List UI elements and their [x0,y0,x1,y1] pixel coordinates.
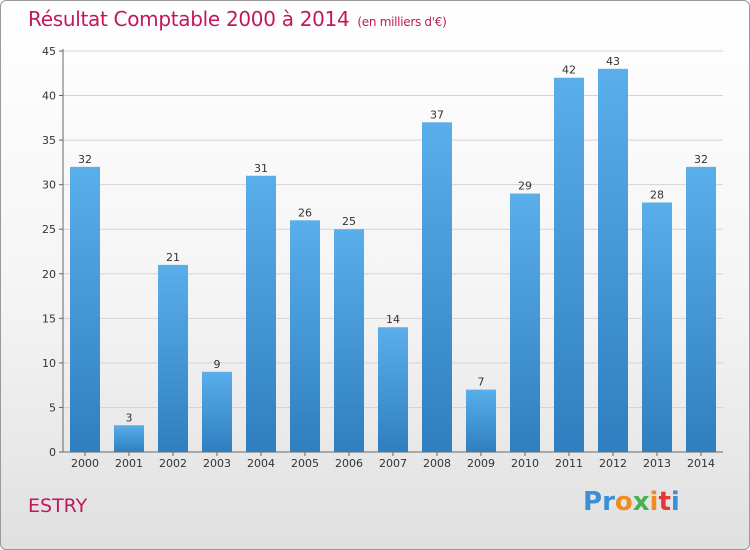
y-tick-label: 10 [42,357,56,370]
x-tick-label-2013: 2013 [643,457,671,470]
x-tick-label-2014: 2014 [687,457,715,470]
x-tick-label-2006: 2006 [335,457,363,470]
logo-letter: x [632,487,650,517]
bar-2012 [598,68,628,453]
bar-2008 [422,122,452,453]
y-tick-label: 40 [42,90,56,103]
proxiti-logo: Proxiti [583,487,680,517]
value-label-2004: 31 [254,162,268,175]
x-tick-label-2000: 2000 [71,457,99,470]
bar-2001 [114,425,144,452]
logo-letter: r [602,487,615,517]
bar-2010 [510,193,540,453]
value-label-2003: 9 [214,358,221,371]
chart-subtitle: (en milliers d'€) [357,15,447,29]
bar-2006 [334,229,364,452]
y-tick-label: 5 [49,401,56,414]
x-tick-label-2002: 2002 [159,457,187,470]
x-tick-label-2012: 2012 [599,457,627,470]
y-tick-label: 30 [42,179,56,192]
x-tick-label-2010: 2010 [511,457,539,470]
x-tick-label-2005: 2005 [291,457,319,470]
value-label-2000: 32 [78,153,92,166]
logo-letter: t [658,487,671,517]
value-label-2002: 21 [166,251,180,264]
bar-2007 [378,327,408,452]
commune-name: ESTRY [28,495,88,517]
y-tick-label: 15 [42,312,56,325]
y-tick-label: 35 [42,134,56,147]
x-tick-label-2003: 2003 [203,457,231,470]
logo-letter: o [614,487,633,517]
x-tick-label-2009: 2009 [467,457,495,470]
bar-2002 [158,264,188,452]
value-label-2013: 28 [650,188,664,201]
logo-letter: P [583,487,603,517]
value-label-2005: 26 [298,206,312,219]
value-label-2010: 29 [518,180,532,193]
x-tick-label-2011: 2011 [555,457,583,470]
bar-2004 [246,175,276,452]
x-tick-label-2008: 2008 [423,457,451,470]
value-label-2001: 3 [126,411,133,424]
bar-2003 [202,371,232,452]
value-label-2009: 7 [478,376,485,389]
value-label-2007: 14 [386,313,400,326]
value-label-2008: 37 [430,108,444,121]
y-tick-label: 20 [42,268,56,281]
bar-2014 [686,166,716,452]
logo-letter: i [649,487,659,517]
y-tick-label: 0 [49,446,56,459]
bar-2011 [554,77,584,452]
value-label-2006: 25 [342,215,356,228]
value-label-2014: 32 [694,153,708,166]
value-label-2011: 42 [562,64,576,77]
x-tick-label-2001: 2001 [115,457,143,470]
bar-2009 [466,389,496,452]
x-tick-label-2007: 2007 [379,457,407,470]
y-tick-label: 25 [42,223,56,236]
logo-letter: i [670,487,680,517]
chart-title: Résultat Comptable 2000 à 2014 (en millie… [28,7,447,31]
y-tick-label: 45 [42,45,56,58]
x-tick-label-2004: 2004 [247,457,275,470]
bar-2000 [70,166,100,452]
bar-2005 [290,220,320,452]
value-label-2012: 43 [606,55,620,68]
bar-2013 [642,202,672,452]
